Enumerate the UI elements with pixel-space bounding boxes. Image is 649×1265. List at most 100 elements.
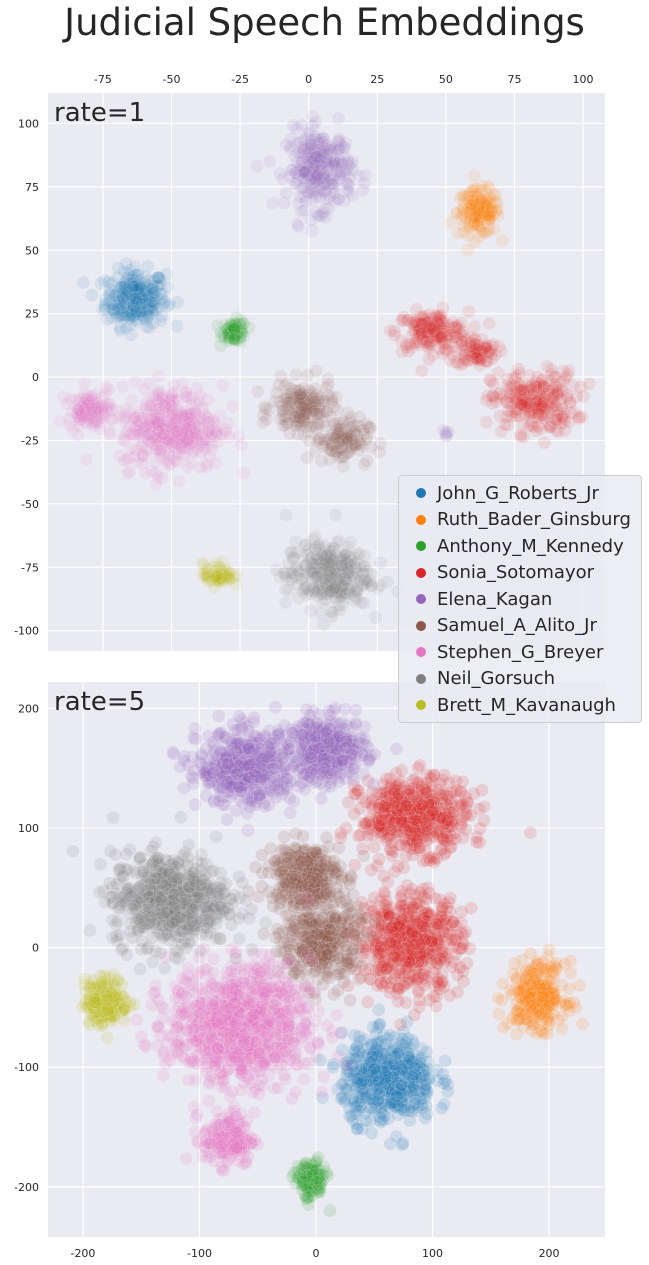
point	[471, 219, 486, 233]
point	[470, 207, 485, 222]
point	[482, 190, 497, 205]
point	[461, 200, 476, 215]
point	[403, 340, 418, 355]
point	[426, 829, 441, 844]
point	[474, 191, 489, 206]
point	[116, 298, 130, 313]
point	[454, 337, 469, 352]
point	[122, 304, 137, 318]
panel-label: rate=1	[54, 98, 145, 128]
point	[476, 205, 491, 220]
point	[431, 322, 446, 337]
point	[324, 395, 339, 410]
point	[433, 331, 448, 346]
point	[138, 284, 153, 299]
point	[133, 281, 148, 296]
point	[462, 193, 477, 208]
point	[154, 309, 169, 324]
point	[470, 349, 485, 364]
point	[513, 397, 528, 412]
point	[480, 207, 495, 222]
point	[455, 334, 470, 349]
x-tick-label: 0	[313, 1247, 320, 1260]
point	[372, 1017, 387, 1032]
point	[221, 333, 236, 348]
point	[225, 399, 240, 414]
point	[482, 212, 496, 226]
point	[130, 306, 145, 321]
point	[449, 206, 464, 221]
point	[451, 321, 466, 336]
point	[473, 343, 488, 357]
point	[108, 287, 122, 302]
point	[446, 348, 461, 363]
point	[457, 350, 472, 365]
point	[210, 318, 225, 333]
point	[569, 389, 584, 404]
point	[455, 201, 470, 215]
point	[534, 399, 548, 414]
point	[397, 1103, 412, 1117]
point	[250, 159, 265, 173]
point	[472, 203, 487, 218]
point	[180, 459, 195, 474]
point	[478, 197, 493, 211]
point	[486, 337, 501, 352]
point	[153, 277, 168, 292]
point	[512, 409, 526, 424]
x-tick-label: -25	[231, 73, 249, 86]
point	[438, 343, 453, 358]
point	[129, 295, 144, 310]
point	[459, 339, 474, 354]
point	[414, 363, 429, 378]
point	[490, 195, 505, 210]
point	[150, 278, 165, 293]
point	[438, 826, 453, 841]
point	[484, 204, 499, 219]
point	[125, 293, 139, 308]
point	[409, 302, 424, 317]
point	[127, 273, 142, 288]
point	[124, 278, 139, 293]
point	[468, 337, 483, 352]
point	[126, 298, 141, 313]
y-tick-label: 100	[18, 117, 39, 130]
point	[472, 348, 486, 363]
point	[405, 328, 420, 343]
y-tick-label: 50	[25, 244, 39, 257]
point	[536, 380, 551, 394]
point	[508, 402, 523, 417]
point	[480, 197, 494, 212]
point	[115, 280, 130, 295]
point	[395, 815, 409, 830]
point	[431, 782, 446, 797]
point	[420, 329, 435, 344]
point	[441, 318, 456, 333]
point	[421, 341, 436, 355]
point	[434, 1101, 449, 1116]
point	[226, 321, 241, 336]
point	[227, 322, 242, 337]
point	[466, 353, 481, 368]
point	[376, 869, 391, 883]
point	[129, 284, 144, 299]
point	[141, 259, 155, 274]
point	[136, 295, 151, 310]
point	[383, 323, 398, 338]
point	[128, 279, 143, 294]
point	[535, 989, 550, 1004]
point	[123, 317, 138, 332]
point	[103, 293, 117, 308]
point	[450, 985, 465, 999]
point	[409, 335, 424, 350]
point	[348, 424, 363, 439]
point	[472, 802, 487, 816]
point	[134, 297, 149, 312]
point	[141, 301, 156, 316]
point	[124, 393, 139, 408]
point	[475, 332, 489, 347]
point	[128, 291, 143, 306]
point	[130, 294, 145, 309]
point	[237, 466, 252, 480]
point	[192, 388, 207, 403]
